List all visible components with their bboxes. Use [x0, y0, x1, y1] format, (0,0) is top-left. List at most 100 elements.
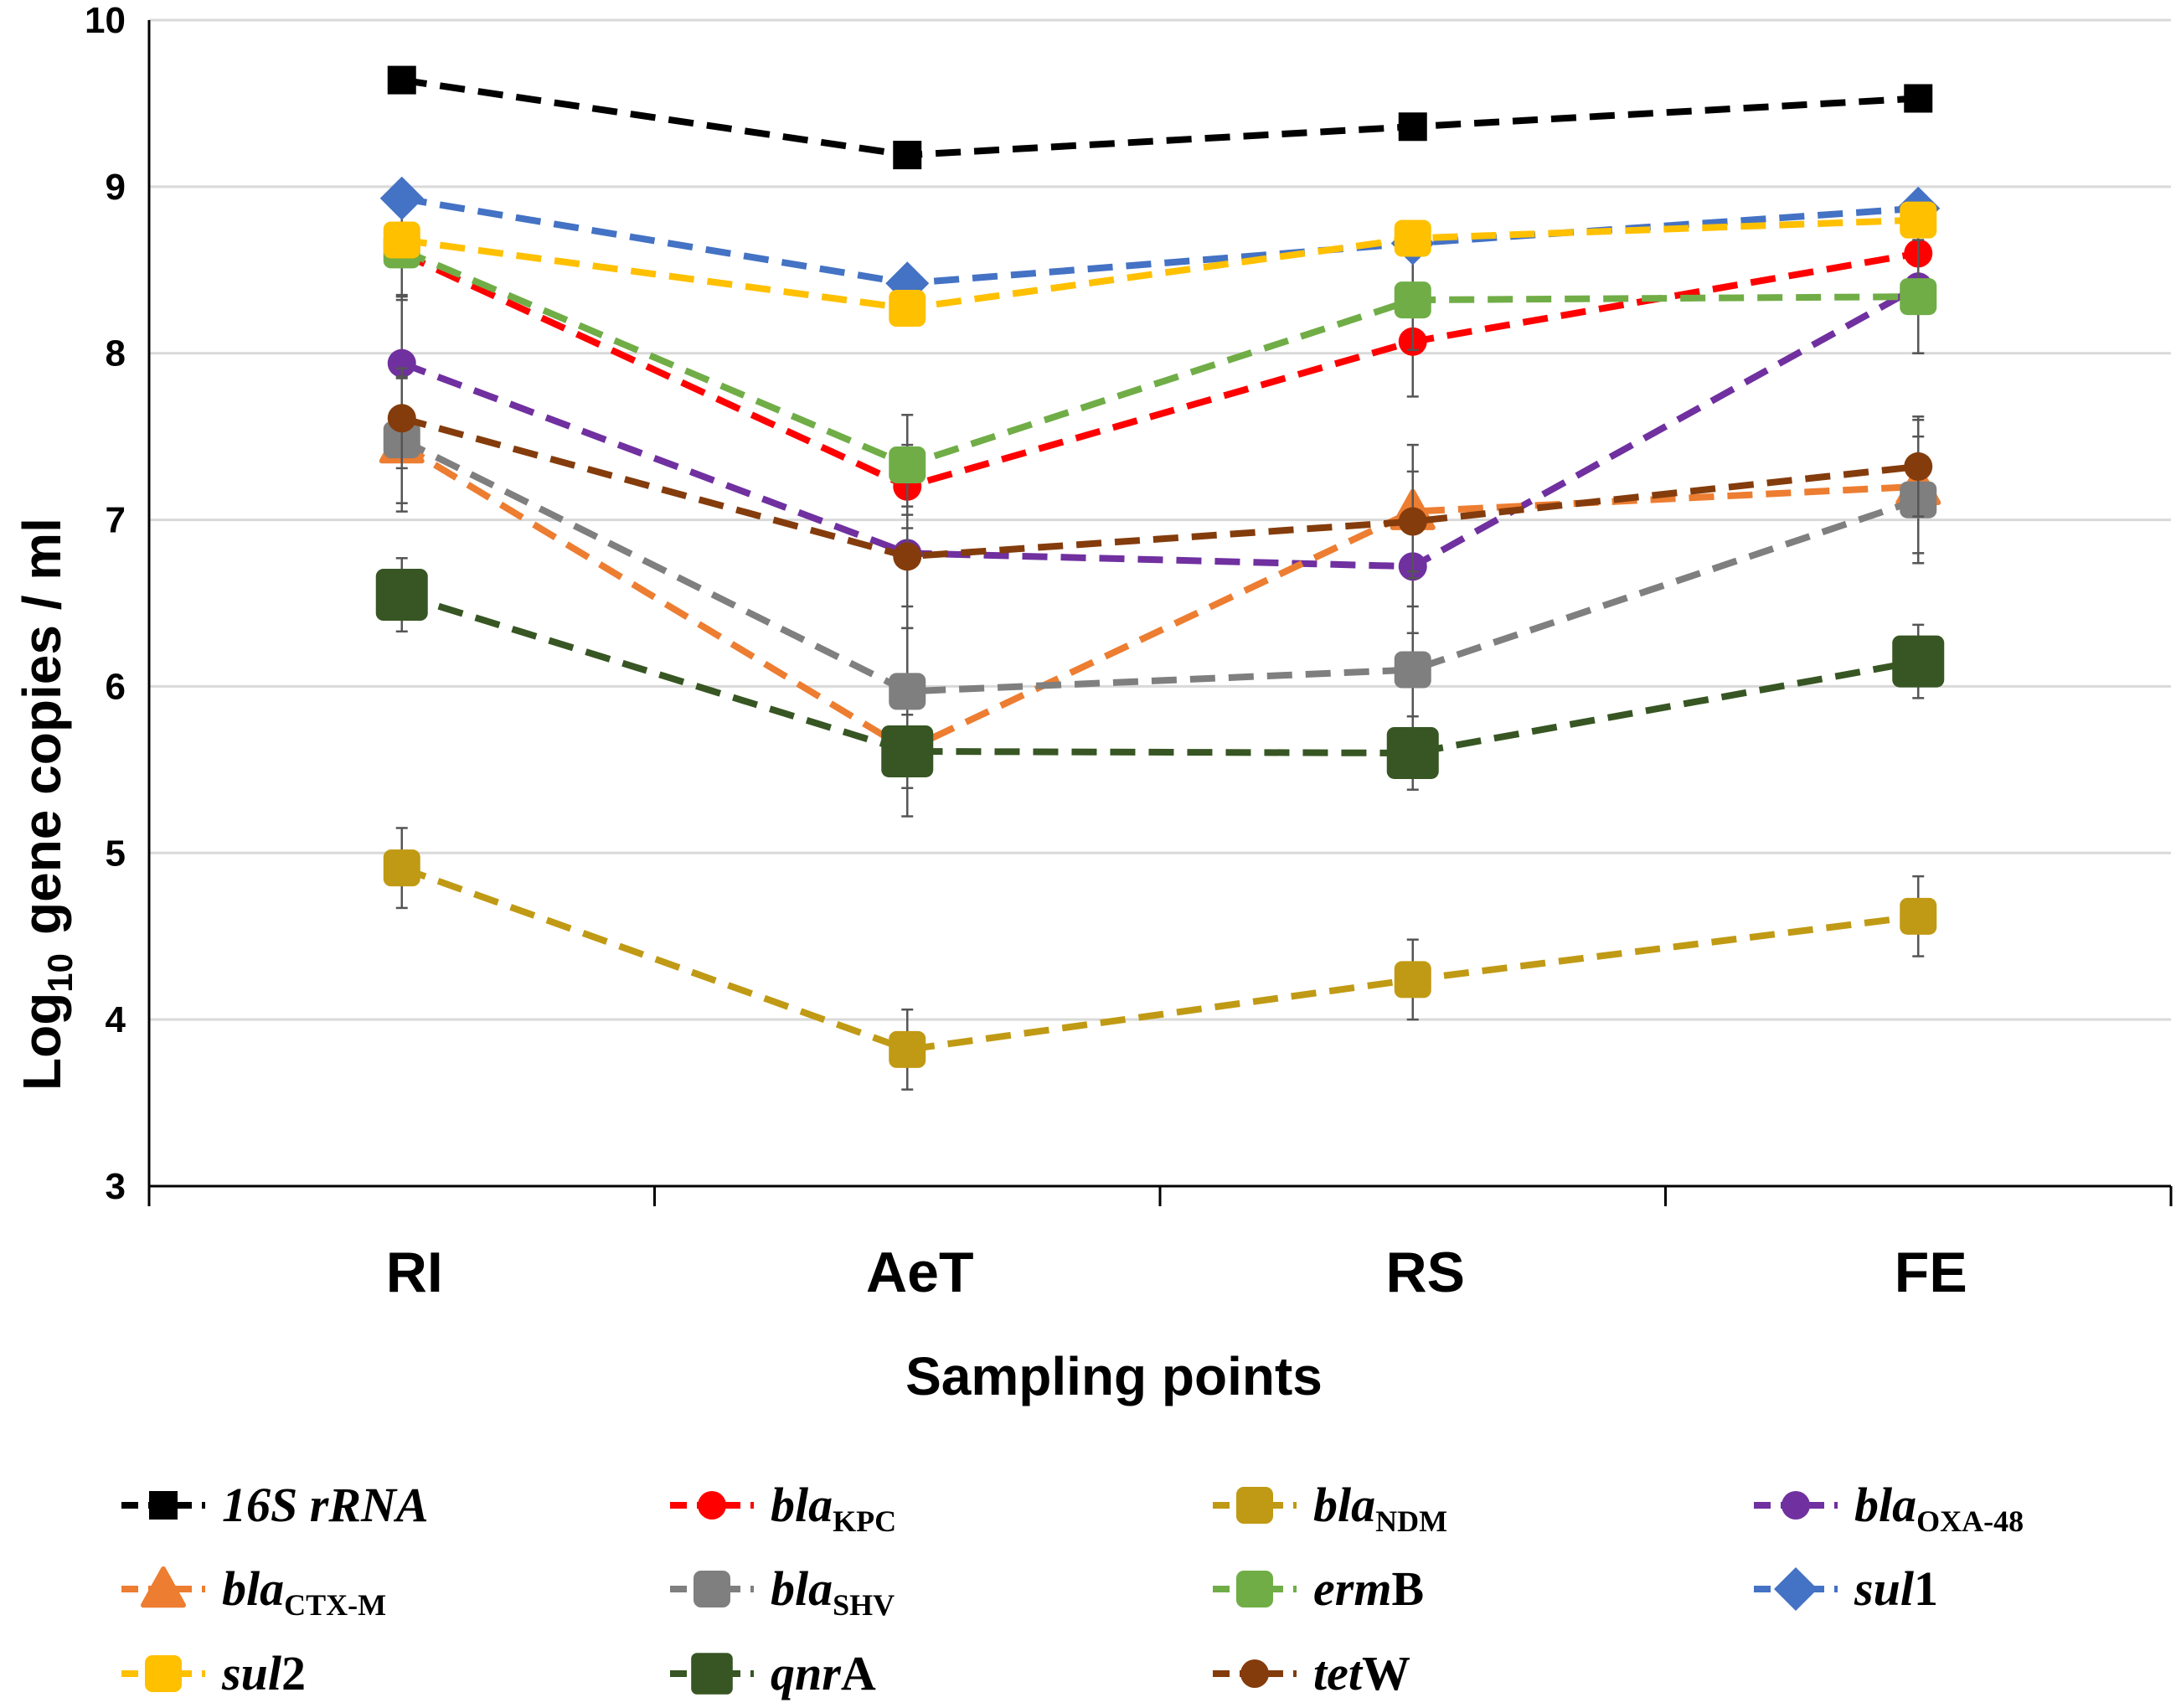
data-point [889, 673, 926, 710]
legend-label-part: qnr [771, 1646, 841, 1700]
legend-item: tetW [1213, 1646, 1410, 1700]
series-qnrA [375, 557, 1945, 791]
legend-label-part: bla [222, 1561, 284, 1616]
y-tick-label: 5 [106, 833, 126, 874]
y-axis-title-subscript: 10 [40, 953, 80, 993]
series-tetW [387, 367, 1933, 608]
series-16S rRNA [387, 65, 1933, 170]
legend-item: blaSHV [670, 1561, 895, 1622]
series-blaNDM [383, 827, 1937, 1091]
legend-label-part: 16S rRNA [222, 1478, 429, 1532]
series-line [401, 194, 1919, 287]
series-blaOXA-48 [387, 219, 1933, 635]
legend-marker [145, 1655, 182, 1692]
legend-label: sul1 [1854, 1561, 1938, 1616]
series-line [400, 250, 1919, 490]
legend-item: sul1 [1754, 1561, 1938, 1616]
legend-label-part: 1 [1914, 1561, 1938, 1616]
data-point [1394, 219, 1431, 257]
data-point [387, 65, 416, 95]
legend-label-part: NDM [1375, 1504, 1447, 1538]
legend-marker [694, 1571, 730, 1607]
data-point [1394, 961, 1431, 998]
legend-label: blaSHV [771, 1561, 895, 1622]
data-point [1900, 201, 1937, 239]
legend-label: blaOXA-48 [1854, 1478, 2024, 1538]
legend-item: sul2 [121, 1646, 306, 1700]
legend-item: qnrA [670, 1646, 876, 1700]
y-tick-label: 10 [85, 0, 126, 41]
legend-label-part: SHV [833, 1588, 895, 1622]
axes: 3 4 5 6 7 8 9 10 RI AeT RS FE [85, 0, 2173, 1304]
y-axis-title: Log10 gene copies / ml [12, 518, 80, 1091]
legend-label: tetW [1313, 1646, 1410, 1700]
x-axis-title: Sampling points [905, 1346, 1323, 1406]
series-line [400, 283, 1921, 570]
legend-item: 16S rRNA [121, 1478, 429, 1532]
data-point [387, 348, 416, 378]
data-point [881, 725, 934, 777]
legend-item: blaCTX-M [121, 1561, 386, 1622]
legend-marker [149, 1491, 178, 1520]
legend-marker [1240, 1659, 1269, 1688]
data-point [387, 404, 416, 433]
data-point [889, 290, 926, 328]
series-line [400, 441, 1919, 753]
data-point [1900, 897, 1937, 935]
legend-label-part: bla [771, 1478, 833, 1532]
legend-marker [1236, 1571, 1273, 1607]
legend-label: sul2 [221, 1646, 306, 1700]
series-line [400, 864, 1919, 1053]
x-tick-label: RI [386, 1241, 443, 1304]
legend-label-part: OXA-48 [1916, 1504, 2024, 1538]
data-point [1394, 281, 1431, 319]
y-axis-title-suffix: gene copies / ml [12, 518, 72, 935]
legend-marker [1782, 1491, 1810, 1520]
data-point [375, 569, 428, 622]
y-tick-label: 6 [106, 666, 126, 707]
data-point [889, 446, 926, 483]
legend-label-part: tet [1313, 1646, 1364, 1700]
legend-marker [141, 1566, 186, 1608]
series-sul2 [383, 201, 1937, 328]
legend-label-part: bla [1313, 1478, 1375, 1532]
gridlines [149, 18, 2171, 1021]
series-sul1 [379, 176, 1941, 306]
data-point [1892, 635, 1945, 688]
legend-marker [691, 1653, 733, 1695]
legend-label-part: CTX-M [284, 1588, 386, 1622]
legend-label-part: A [841, 1646, 876, 1700]
data-point [383, 849, 420, 887]
y-axis-title-prefix: Log [12, 993, 72, 1091]
legend-label: blaKPC [771, 1478, 896, 1538]
series-line [400, 591, 1919, 756]
legend-item: ermB [1213, 1561, 1424, 1616]
legend-label-part: bla [1854, 1478, 1916, 1532]
axis-labels: Sampling points Log10 gene copies / ml [12, 518, 1323, 1406]
y-tick-label: 8 [106, 333, 126, 374]
data-point [889, 1030, 926, 1068]
legend-marker [1774, 1567, 1818, 1611]
legend-label-part: KPC [833, 1504, 896, 1538]
series-line [400, 436, 1920, 695]
series-line [401, 216, 1919, 312]
data-point [1900, 278, 1937, 316]
y-tick-label: 9 [106, 167, 126, 208]
series-line [400, 246, 1919, 468]
data-point [1386, 726, 1439, 779]
series-ermB [383, 199, 1937, 516]
data-point [1394, 651, 1431, 689]
legend-label: blaNDM [1313, 1478, 1447, 1538]
y-tick-label: 7 [106, 500, 126, 541]
data-point [1904, 84, 1933, 113]
series-line [401, 76, 1919, 159]
legend-label: blaCTX-M [222, 1561, 386, 1622]
legend-label-part: 2 [281, 1646, 306, 1700]
y-tick-label: 3 [106, 1166, 126, 1207]
legend-label-part: erm [1313, 1561, 1391, 1616]
series [375, 65, 1945, 1091]
data-point [1398, 112, 1427, 142]
series-blaKPC [387, 210, 1933, 529]
series-line [400, 415, 1919, 560]
